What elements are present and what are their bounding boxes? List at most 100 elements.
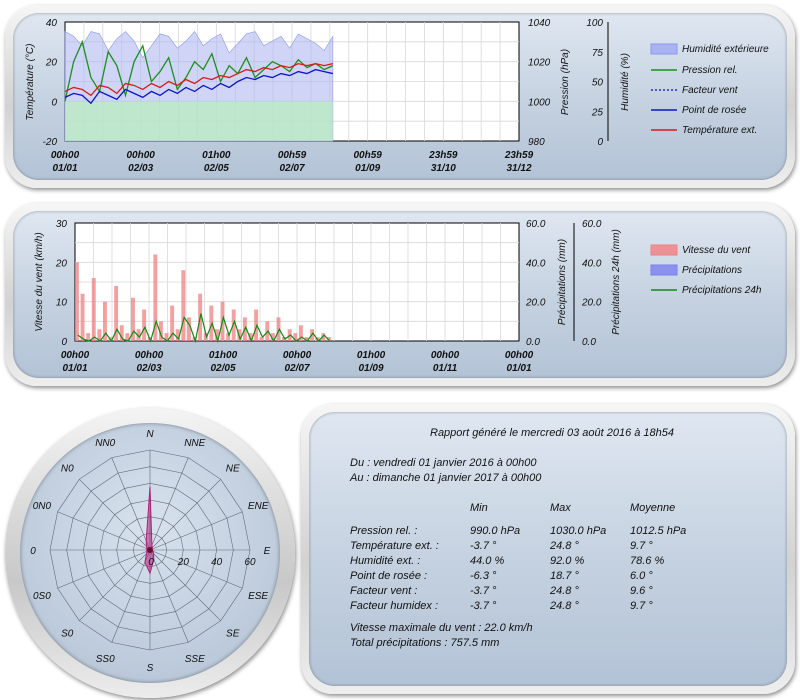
rose-radius-tick: 60 xyxy=(244,557,256,568)
x-tick-time: 00h59 xyxy=(278,150,307,161)
rose-spoke xyxy=(79,549,151,621)
row-min: -3.7 ° xyxy=(470,600,497,612)
x-tick-date: 02/05 xyxy=(210,363,235,374)
y-tick-left: 20 xyxy=(55,258,68,269)
wind-bar xyxy=(186,317,191,341)
x-tick-time: 00h00 xyxy=(126,150,155,161)
report-panel-inner xyxy=(309,412,787,686)
y-tick-mid: 1020 xyxy=(528,58,551,69)
y-axis-label-mid: Précipitations (mm) xyxy=(557,239,568,325)
row-label: Facteur vent : xyxy=(350,585,418,597)
y-tick-mid: 1000 xyxy=(528,97,551,108)
wind-bar xyxy=(175,329,180,341)
row-label: Point de rosée : xyxy=(350,570,428,582)
row-avg: 9.6 ° xyxy=(630,585,653,597)
rose-direction-label: 0S0 xyxy=(33,591,51,602)
wind-bar xyxy=(282,337,287,341)
x-tick-time: 00h00 xyxy=(431,350,460,361)
wind-bar xyxy=(142,309,147,341)
rose-center xyxy=(147,547,153,553)
report-from: Du : vendredi 01 janvier 2016 à 00h00 xyxy=(350,457,537,469)
wind-bar xyxy=(326,337,331,341)
rose-direction-label: SSE xyxy=(185,654,205,665)
row-max: 24.8 ° xyxy=(550,585,579,597)
x-tick-time: 00h00 xyxy=(505,350,534,361)
x-tick-time: 23h59 xyxy=(428,150,458,161)
x-tick-date: 01/01 xyxy=(52,163,77,174)
rose-spoke xyxy=(111,457,151,551)
series-line xyxy=(64,68,334,105)
series-line xyxy=(64,39,334,102)
legend-label: Humidité extérieure xyxy=(682,44,769,55)
rose-spoke xyxy=(149,549,243,589)
rose-spoke xyxy=(79,479,151,551)
rose-direction-label: NN0 xyxy=(95,438,115,449)
x-tick-time: 00h00 xyxy=(61,350,90,361)
wind-bar xyxy=(226,333,231,341)
rose-direction-label: S0 xyxy=(61,629,74,640)
wind-bar xyxy=(254,309,259,341)
legend-swatch xyxy=(650,43,678,55)
report-to: Au : dimanche 01 janvier 2017 à 00h00 xyxy=(350,472,542,484)
x-tick-date: 01/11 xyxy=(433,363,458,374)
wind-bar xyxy=(136,329,141,341)
y-tick-left: 10 xyxy=(56,298,68,309)
row-avg: 1012.5 hPa xyxy=(630,525,687,537)
y-tick-right: 0.0 xyxy=(582,337,596,348)
legend-label: Facteur vent xyxy=(682,85,739,96)
rose-radius-tick: 20 xyxy=(177,557,190,568)
y-tick-left: 20 xyxy=(45,58,58,69)
y-tick-left: 30 xyxy=(56,219,68,230)
y-tick-right: 50 xyxy=(592,78,604,89)
legend-label: Précipitations xyxy=(682,265,742,276)
rose-direction-label: E xyxy=(264,546,271,557)
y-axis-label-left: Température (°C) xyxy=(25,44,36,121)
rose-direction-label: 0 xyxy=(30,546,36,557)
y-tick-right: 20.0 xyxy=(581,298,602,309)
wind-bar xyxy=(293,333,298,341)
row-label: Humidité ext. : xyxy=(350,555,421,567)
rose-spoke xyxy=(149,479,221,551)
wind-bar xyxy=(158,321,163,341)
row-min: 44.0 % xyxy=(470,555,505,567)
wind-bar xyxy=(130,297,135,341)
rose-spoke xyxy=(57,549,151,589)
header-min: Min xyxy=(470,502,488,514)
x-tick-time: 00h00 xyxy=(135,350,164,361)
y-axis-label-right: Précipitations 24h (mm) xyxy=(611,229,622,335)
x-tick-time: 00h00 xyxy=(283,350,312,361)
rose-direction-label: SE xyxy=(226,629,240,640)
rose-direction-label: ESE xyxy=(248,591,268,602)
wind-bar xyxy=(102,301,107,341)
header-avg: Moyenne xyxy=(630,502,676,514)
x-tick-date: 01/01 xyxy=(62,363,87,374)
wind-bar xyxy=(125,333,130,341)
rose-direction-label: 0N0 xyxy=(33,501,52,512)
wind-bar xyxy=(153,254,158,341)
y-tick-mid: 20.0 xyxy=(525,298,546,309)
row-avg: 78.6 % xyxy=(630,555,665,567)
x-tick-date: 02/07 xyxy=(284,363,309,374)
row-max: 92.0 % xyxy=(550,555,585,567)
x-tick-time: 01h00 xyxy=(209,350,238,361)
wind-bar xyxy=(170,305,175,341)
report-content: Rapport généré le mercredi 03 août 2016 … xyxy=(309,412,789,692)
y-tick-right: 60.0 xyxy=(582,219,602,230)
wind-bar xyxy=(248,333,253,341)
legend-label: Pression rel. xyxy=(682,65,738,76)
wind-bar xyxy=(259,337,264,341)
x-tick-time: 00h59 xyxy=(353,150,382,161)
rose-direction-label: SS0 xyxy=(96,654,115,665)
rose-direction-label: NE xyxy=(226,463,240,474)
report-total-precip: Total précipitations : 757.5 mm xyxy=(350,637,500,649)
legend-swatch xyxy=(650,264,678,276)
wind-bar xyxy=(231,309,236,341)
y-tick-left: -20 xyxy=(43,137,58,148)
row-max: 18.7 ° xyxy=(550,570,579,582)
legend-label: Point de rosée xyxy=(682,105,747,116)
row-min: -3.7 ° xyxy=(470,540,497,552)
row-label: Pression rel. : xyxy=(350,525,418,537)
header-max: Max xyxy=(550,502,571,514)
row-max: 24.8 ° xyxy=(550,540,579,552)
wind-bar xyxy=(321,333,326,341)
